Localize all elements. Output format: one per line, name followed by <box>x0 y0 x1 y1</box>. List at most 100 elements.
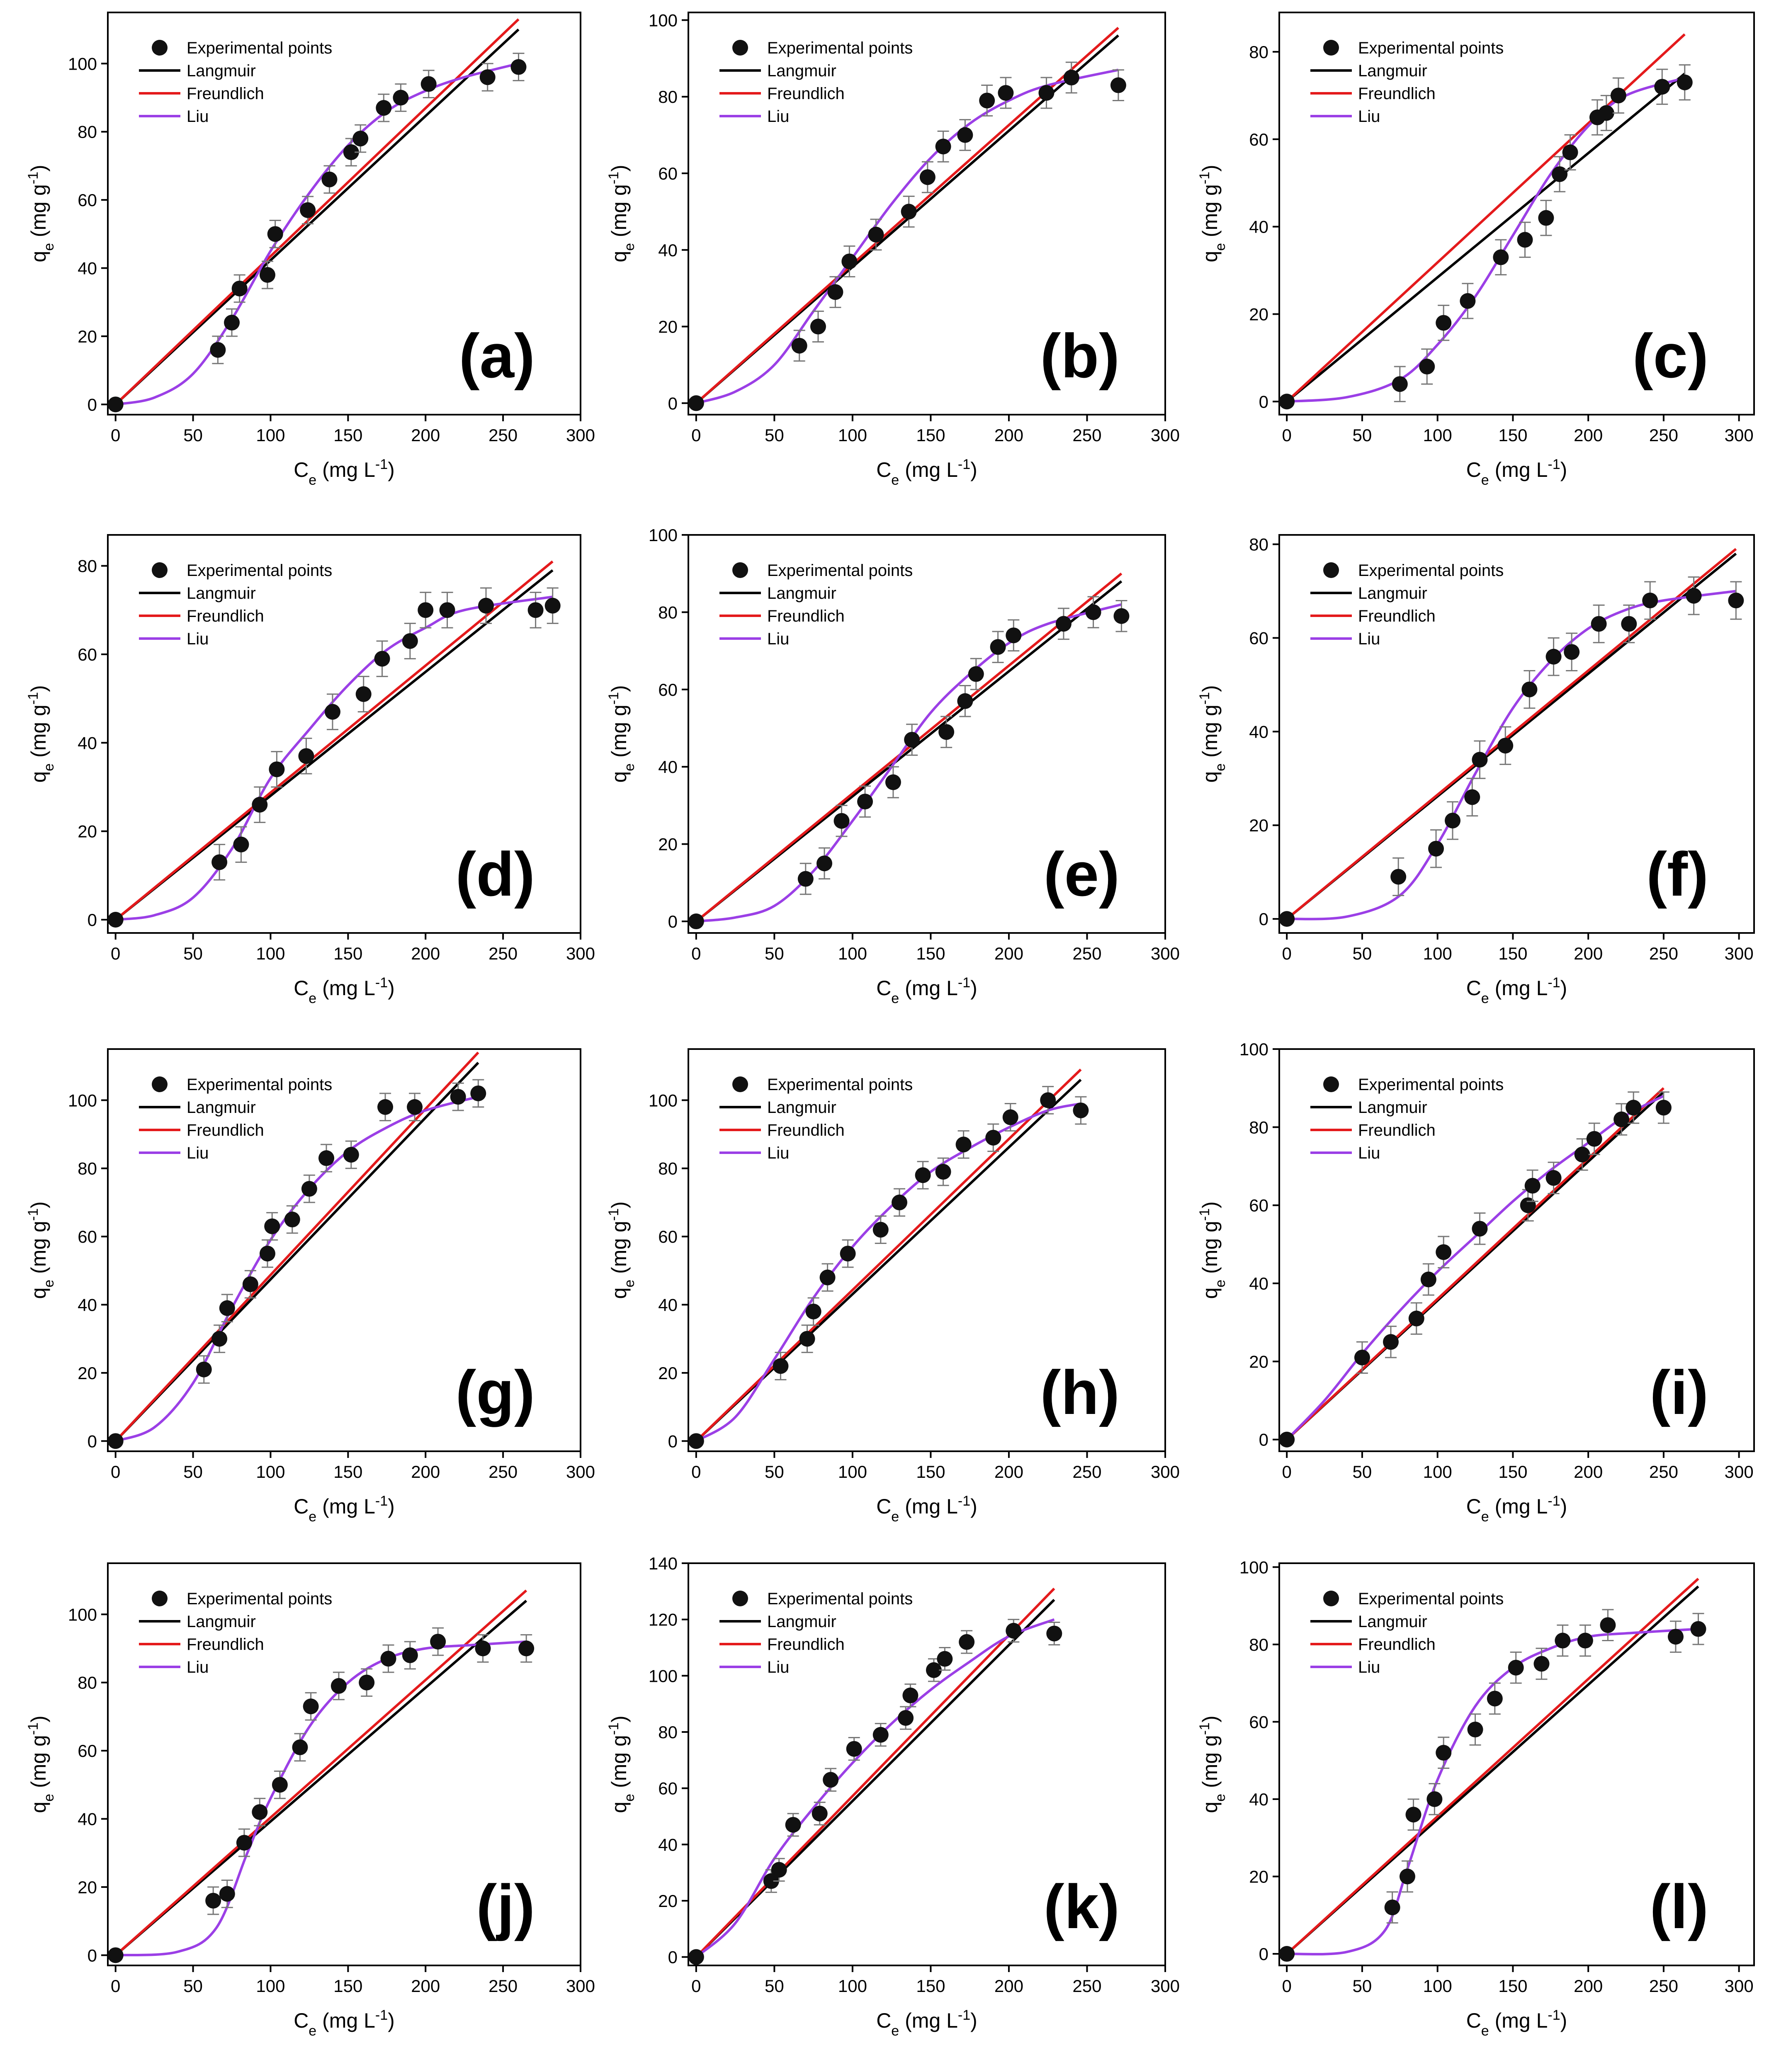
experimental-point <box>430 1634 446 1650</box>
experimental-point <box>938 724 955 740</box>
langmuir-fit-line <box>114 1600 527 1956</box>
experimental-point <box>872 1727 889 1743</box>
legend-label: Langmuir <box>1358 1613 1427 1631</box>
experimental-point <box>998 85 1014 101</box>
experimental-point <box>1002 1109 1018 1125</box>
experimental-point <box>1390 869 1407 885</box>
experimental-point <box>236 1835 252 1851</box>
y-tick-label: 0 <box>1259 909 1268 929</box>
x-tick-label: 50 <box>765 944 784 963</box>
panel-letter: (f) <box>1646 839 1708 909</box>
y-tick-label: 80 <box>78 122 97 142</box>
y-axis-title: qe (mg g-1) <box>25 165 57 262</box>
x-tick-label: 0 <box>1282 944 1291 963</box>
x-title-units: (mg L <box>899 458 958 481</box>
x-axis-title: Ce (mg L-1) <box>294 1493 395 1525</box>
experimental-point <box>1046 1625 1062 1642</box>
x-axis-title: Ce (mg L-1) <box>1466 975 1567 1006</box>
x-tick-label: 150 <box>1498 944 1527 963</box>
experimental-point <box>823 1772 839 1788</box>
y-title-units: (mg g <box>27 1221 50 1280</box>
y-title-end: ) <box>27 1715 50 1722</box>
experimental-point <box>1621 616 1637 632</box>
experimental-point <box>1545 649 1562 665</box>
x-tick-label: 250 <box>1072 944 1101 963</box>
panel-letter: (l) <box>1650 1872 1708 1941</box>
legend-label: Freundlich <box>187 1121 264 1139</box>
experimental-point <box>904 731 920 748</box>
x-title-main: C <box>294 976 309 1000</box>
experimental-point <box>210 342 226 358</box>
y-tick-label: 40 <box>658 1835 678 1854</box>
y-title-sub: e <box>622 763 637 771</box>
x-tick-label: 0 <box>1282 425 1291 445</box>
experimental-point <box>478 598 494 614</box>
y-title-end: ) <box>607 1715 631 1722</box>
y-tick-label: 100 <box>68 1091 97 1110</box>
legend-label: Liu <box>1358 1144 1380 1162</box>
experimental-point <box>1038 85 1055 101</box>
experimental-point <box>1497 738 1514 754</box>
y-tick-label: 0 <box>1259 1430 1268 1450</box>
y-title-sub: e <box>1213 1794 1228 1802</box>
experimental-point <box>901 204 917 220</box>
y-title-end: ) <box>607 1201 631 1208</box>
y-axis-title: qe (mg g-1) <box>25 685 57 782</box>
x-tick-label: 200 <box>411 425 440 445</box>
experimental-point <box>107 1433 124 1449</box>
experimental-point <box>1654 79 1670 95</box>
x-tick-label: 150 <box>1498 1976 1527 1996</box>
experimental-point <box>1517 232 1533 248</box>
x-tick-label: 100 <box>256 1976 285 1996</box>
langmuir-fit-line <box>1286 73 1686 403</box>
y-title-units: (mg g <box>27 704 50 763</box>
experimental-point <box>773 1358 789 1374</box>
x-tick-label: 200 <box>994 944 1023 963</box>
x-title-main: C <box>294 458 309 481</box>
x-title-units: (mg L <box>316 2009 375 2032</box>
x-title-main: C <box>876 2009 891 2032</box>
y-axis-title: qe (mg g-1) <box>1197 1201 1228 1299</box>
y-axis-title: qe (mg g-1) <box>1197 1715 1228 1813</box>
experimental-point <box>376 100 392 116</box>
y-title-main: q <box>1198 251 1222 262</box>
y-tick-label: 60 <box>658 1779 678 1798</box>
legend-label: Liu <box>767 107 789 126</box>
experimental-point <box>902 1687 919 1703</box>
y-tick-label: 40 <box>78 733 97 753</box>
experimental-point <box>1113 608 1130 624</box>
experimental-point <box>1006 627 1022 644</box>
x-tick-label: 50 <box>765 1462 784 1482</box>
panel-letter: (e) <box>1044 839 1120 909</box>
y-title-sub: e <box>622 1794 637 1802</box>
y-tick-label: 20 <box>658 835 678 854</box>
legend-label: Experimental points <box>187 561 332 580</box>
x-title-units: (mg L <box>316 976 375 1000</box>
panel-letter: (i) <box>1650 1358 1708 1427</box>
experimental-point <box>1354 1349 1370 1365</box>
liu-fit-curve <box>1287 1627 1699 1955</box>
freundlich-fit-line <box>695 1069 1082 1442</box>
experimental-point <box>1384 1900 1400 1916</box>
experimental-point <box>1420 1271 1436 1287</box>
experimental-point <box>827 284 843 300</box>
experimental-point <box>402 633 418 649</box>
y-tick-label: 100 <box>68 54 97 73</box>
experimental-point <box>935 138 951 155</box>
y-tick-label: 100 <box>68 1605 97 1624</box>
experimental-point <box>1419 359 1435 375</box>
x-axis-title: Ce (mg L-1) <box>876 2007 977 2039</box>
experimental-point <box>957 693 973 709</box>
x-tick-label: 200 <box>1574 944 1603 963</box>
legend-label: Liu <box>187 630 209 648</box>
y-tick-label: 20 <box>78 1878 97 1897</box>
x-tick-label: 100 <box>838 944 867 963</box>
y-title-sup: -1 <box>1197 692 1213 704</box>
x-tick-label: 0 <box>691 1462 701 1482</box>
plot-frame <box>688 1048 1166 1452</box>
plot-frame <box>107 1562 581 1966</box>
y-axis-title: qe (mg g-1) <box>25 1201 57 1299</box>
x-title-sup: -1 <box>958 2007 970 2023</box>
